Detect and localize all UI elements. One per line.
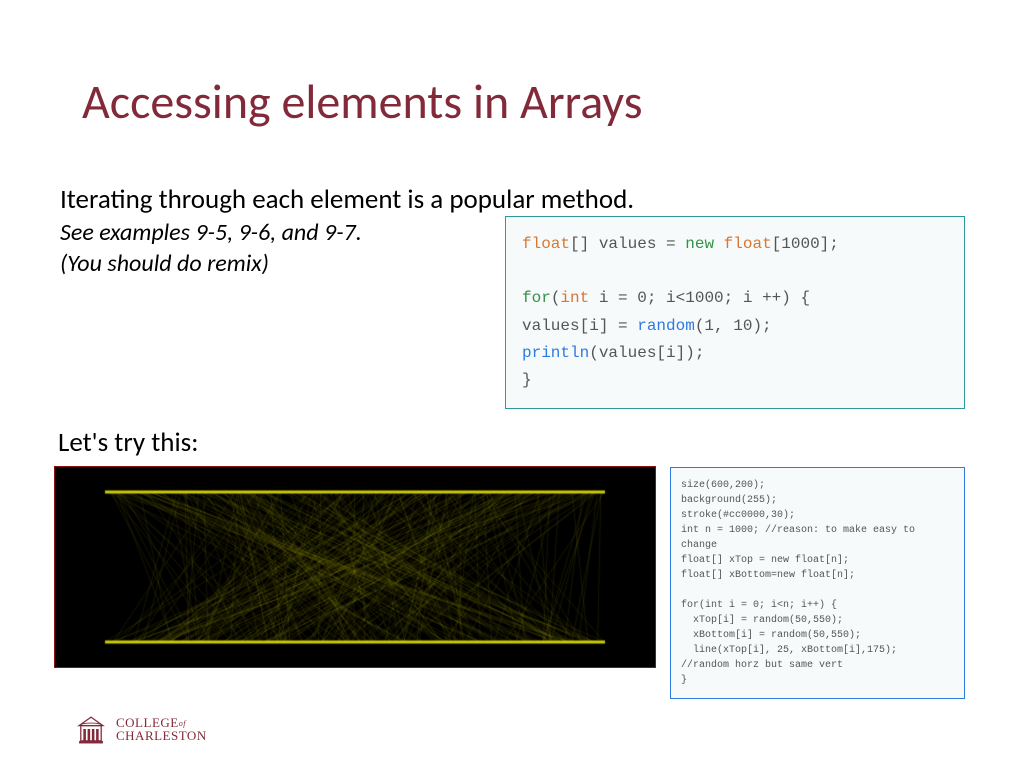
hint-line-2: (You should do remix) — [60, 249, 269, 278]
subtitle-text: Iterating through each element is a popu… — [60, 183, 634, 216]
slide-title: Accessing elements in Arrays — [82, 72, 642, 131]
code-snippet-1: float[] values = new float[1000];for(int… — [505, 216, 965, 409]
college-logo: COLLEGEof CHARLESTON — [74, 712, 207, 746]
seal-icon — [74, 712, 108, 746]
try-this-label: Let's try this: — [58, 426, 198, 459]
hint-line-1: See examples 9-5, 9-6, and 9-7. — [60, 218, 362, 247]
logo-text: COLLEGEof CHARLESTON — [116, 716, 207, 742]
logo-of: of — [179, 719, 186, 728]
logo-line2: CHARLESTON — [116, 728, 207, 743]
code-snippet-2: size(600,200); background(255); stroke(#… — [670, 467, 965, 699]
visualization-output — [55, 467, 655, 667]
